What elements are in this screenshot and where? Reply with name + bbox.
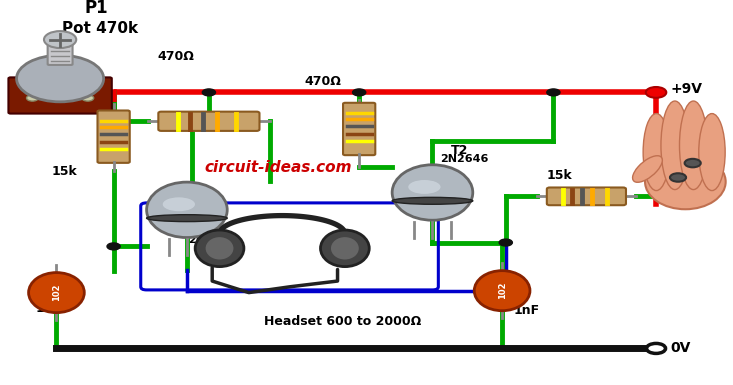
Text: Pot 470k: Pot 470k — [62, 21, 139, 36]
Circle shape — [107, 243, 120, 250]
Text: +9V: +9V — [671, 82, 703, 95]
FancyBboxPatch shape — [547, 187, 626, 205]
Circle shape — [499, 239, 512, 246]
Text: 1nF: 1nF — [513, 304, 539, 317]
Ellipse shape — [29, 273, 84, 313]
Text: 15k: 15k — [51, 165, 77, 178]
Circle shape — [547, 89, 560, 96]
Ellipse shape — [331, 236, 359, 260]
Text: 15k: 15k — [546, 169, 572, 182]
Circle shape — [54, 95, 66, 101]
Text: P1: P1 — [84, 0, 108, 17]
Ellipse shape — [205, 236, 234, 260]
Text: T1: T1 — [198, 225, 216, 238]
Ellipse shape — [474, 271, 530, 311]
Ellipse shape — [147, 182, 227, 238]
Ellipse shape — [645, 154, 726, 209]
Circle shape — [647, 343, 666, 353]
Ellipse shape — [195, 230, 244, 266]
FancyBboxPatch shape — [343, 103, 375, 155]
Circle shape — [26, 95, 38, 101]
Ellipse shape — [408, 180, 441, 194]
FancyBboxPatch shape — [158, 112, 259, 131]
Circle shape — [670, 173, 686, 182]
FancyBboxPatch shape — [48, 40, 73, 65]
Text: 2N2646: 2N2646 — [440, 154, 488, 164]
Text: 470Ω: 470Ω — [158, 50, 194, 63]
Circle shape — [685, 159, 701, 167]
Circle shape — [202, 89, 216, 96]
Text: 470Ω: 470Ω — [304, 75, 341, 88]
FancyBboxPatch shape — [8, 77, 112, 114]
Text: Headset 600 to 2000Ω: Headset 600 to 2000Ω — [264, 315, 421, 328]
Ellipse shape — [17, 55, 103, 102]
Text: T2: T2 — [451, 144, 468, 157]
Ellipse shape — [661, 101, 689, 189]
Text: 102: 102 — [52, 284, 61, 301]
Ellipse shape — [679, 101, 707, 189]
Ellipse shape — [163, 198, 195, 211]
Ellipse shape — [643, 114, 669, 191]
Ellipse shape — [392, 165, 473, 220]
Text: circuit-ideas.com: circuit-ideas.com — [205, 160, 353, 175]
Circle shape — [646, 87, 666, 98]
Ellipse shape — [633, 156, 663, 182]
Text: 1nF: 1nF — [35, 302, 62, 315]
Ellipse shape — [699, 114, 725, 191]
Text: 102: 102 — [498, 282, 507, 300]
Ellipse shape — [320, 230, 369, 266]
Ellipse shape — [147, 215, 227, 222]
Circle shape — [82, 95, 94, 101]
Circle shape — [44, 31, 76, 48]
Text: 0V: 0V — [671, 341, 691, 355]
Text: 2N2646: 2N2646 — [188, 234, 237, 244]
Circle shape — [353, 89, 366, 96]
FancyBboxPatch shape — [97, 110, 130, 163]
Ellipse shape — [392, 198, 473, 204]
